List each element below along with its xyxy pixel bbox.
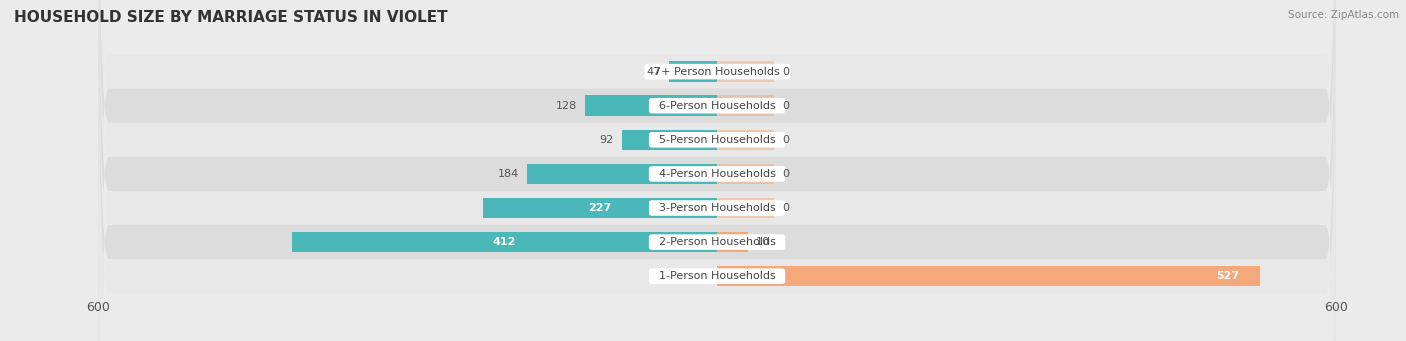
Bar <box>717 130 773 150</box>
FancyBboxPatch shape <box>98 0 1336 341</box>
Text: 92: 92 <box>600 135 614 145</box>
Text: Source: ZipAtlas.com: Source: ZipAtlas.com <box>1288 10 1399 20</box>
Text: 47: 47 <box>647 66 661 77</box>
Bar <box>292 232 717 252</box>
Bar <box>717 232 748 252</box>
Text: 2-Person Households: 2-Person Households <box>651 237 783 247</box>
Bar <box>527 164 717 184</box>
Text: 0: 0 <box>782 101 789 111</box>
FancyBboxPatch shape <box>98 0 1336 341</box>
Text: 0: 0 <box>782 169 789 179</box>
Bar <box>717 95 773 116</box>
Text: 527: 527 <box>1216 271 1240 281</box>
FancyBboxPatch shape <box>98 0 1336 341</box>
Text: 227: 227 <box>588 203 612 213</box>
Bar <box>717 61 773 82</box>
Bar <box>717 266 1260 286</box>
FancyBboxPatch shape <box>98 0 1336 341</box>
Text: HOUSEHOLD SIZE BY MARRIAGE STATUS IN VIOLET: HOUSEHOLD SIZE BY MARRIAGE STATUS IN VIO… <box>14 10 447 25</box>
Bar <box>669 61 717 82</box>
Bar <box>484 198 717 218</box>
Text: 4-Person Households: 4-Person Households <box>651 169 783 179</box>
Text: 6-Person Households: 6-Person Households <box>652 101 782 111</box>
Text: 0: 0 <box>782 66 789 77</box>
FancyBboxPatch shape <box>98 0 1336 341</box>
Text: 0: 0 <box>782 203 789 213</box>
Text: 0: 0 <box>782 135 789 145</box>
Bar <box>623 130 717 150</box>
Text: 5-Person Households: 5-Person Households <box>652 135 782 145</box>
Bar <box>717 164 773 184</box>
Text: 412: 412 <box>494 237 516 247</box>
Text: 184: 184 <box>498 169 519 179</box>
Bar <box>585 95 717 116</box>
Text: 7+ Person Households: 7+ Person Households <box>647 66 787 77</box>
Text: 128: 128 <box>555 101 576 111</box>
Text: 1-Person Households: 1-Person Households <box>652 271 782 281</box>
FancyBboxPatch shape <box>98 0 1336 341</box>
FancyBboxPatch shape <box>98 0 1336 341</box>
Text: 10: 10 <box>756 237 770 247</box>
Text: 3-Person Households: 3-Person Households <box>652 203 782 213</box>
Bar <box>717 198 773 218</box>
